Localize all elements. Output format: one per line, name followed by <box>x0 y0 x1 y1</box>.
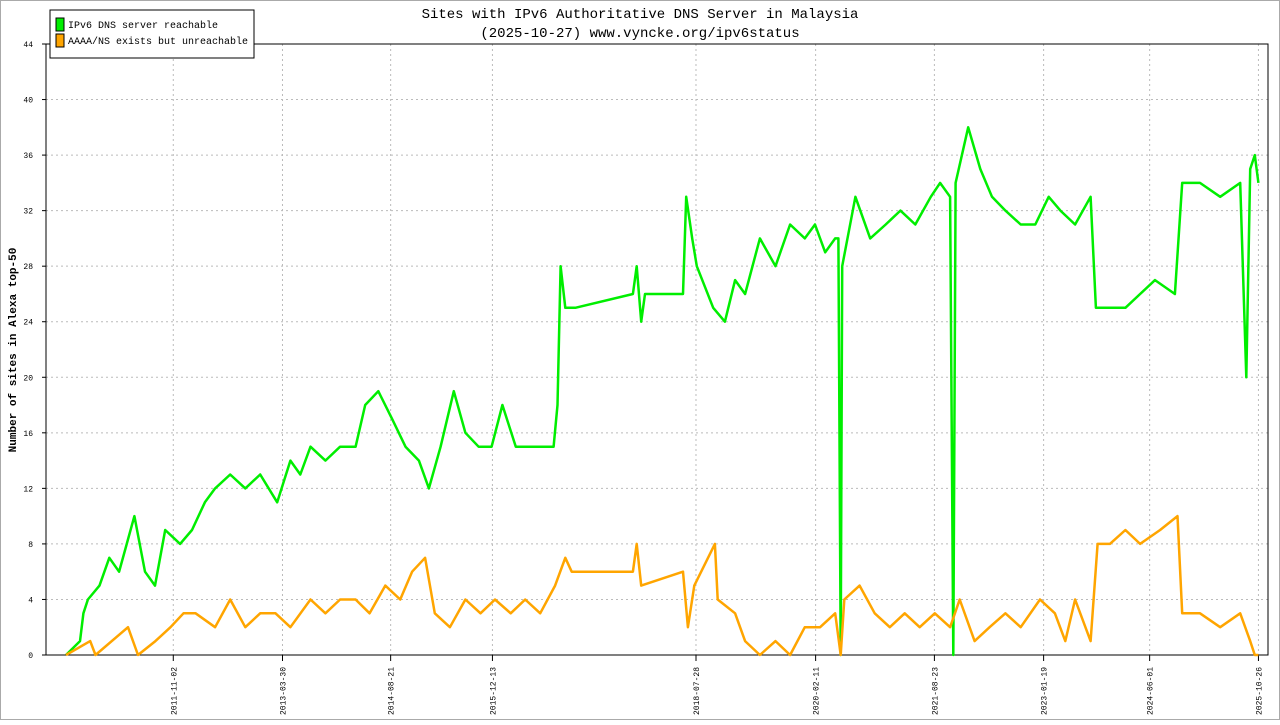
y-tick-label: 32 <box>23 208 33 217</box>
y-tick-label: 28 <box>23 263 33 272</box>
y-tick-label: 16 <box>23 430 33 439</box>
series-line <box>65 514 1259 657</box>
y-tick-label: 44 <box>23 41 33 50</box>
y-tick-label: 8 <box>28 541 33 550</box>
legend-swatch <box>55 17 65 32</box>
y-tick-label: 20 <box>23 374 33 383</box>
x-tick-label: 2018-07-28 <box>693 667 702 715</box>
legend-swatch <box>55 33 65 48</box>
x-tick-label: 2011-11-02 <box>170 667 179 715</box>
x-tick-label: 2014-08-21 <box>388 667 397 715</box>
y-tick-label: 24 <box>23 319 33 328</box>
x-tick-label: 2021-08-23 <box>931 667 940 715</box>
x-tick-label: 2013-03-30 <box>279 667 288 715</box>
x-tick-label: 2024-06-01 <box>1147 667 1156 715</box>
chart-subtitle: (2025-10-27) www.vyncke.org/ipv6status <box>480 26 799 42</box>
legend-label: IPv6 DNS server reachable <box>68 20 218 32</box>
chart-title: Sites with IPv6 Authoritative DNS Server… <box>422 7 859 23</box>
plot-frame <box>45 43 1269 656</box>
legend-box <box>49 9 255 59</box>
y-tick-label: 40 <box>23 97 33 106</box>
x-tick-label: 2015-12-13 <box>489 667 498 715</box>
y-tick-label: 4 <box>28 596 33 605</box>
x-tick-label: 2020-02-11 <box>813 667 822 715</box>
legend-label: AAAA/NS exists but unreachable <box>68 36 248 48</box>
series-line <box>65 126 1260 657</box>
x-tick-label: 2025-10-26 <box>1255 667 1264 715</box>
x-tick-label: 2023-01-19 <box>1041 667 1050 715</box>
y-tick-label: 12 <box>23 485 33 494</box>
y-tick-label: 36 <box>23 152 33 161</box>
y-tick-label: 0 <box>28 652 33 661</box>
y-axis-label: Number of sites in Alexa top-50 <box>8 248 20 453</box>
